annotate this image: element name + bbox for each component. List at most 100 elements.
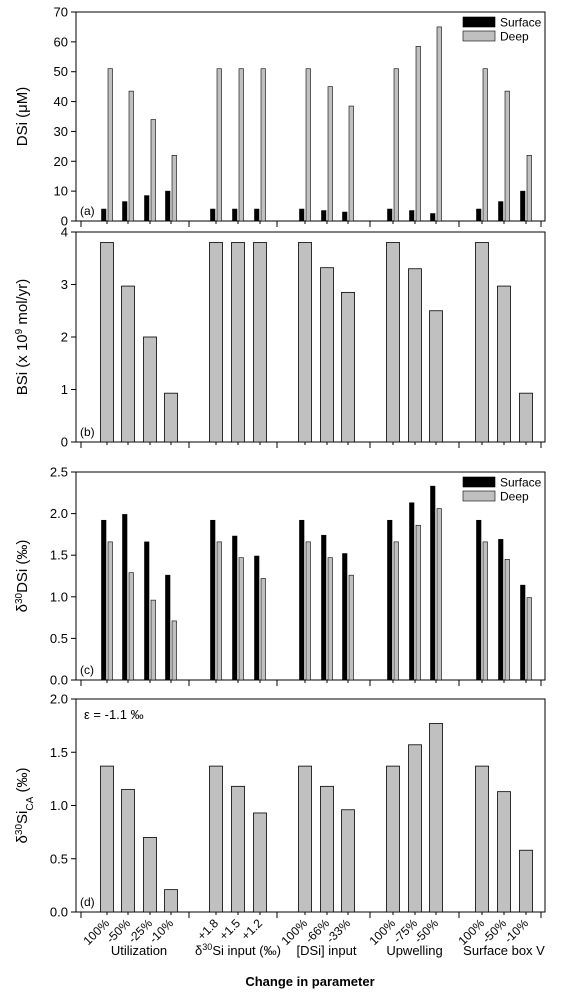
bar-deep-8 [327, 86, 333, 222]
bar-9 [341, 291, 355, 443]
bar-deep-4 [216, 68, 222, 222]
bar-4 [209, 242, 223, 443]
group-label: [DSi] input [297, 943, 357, 958]
bar-8 [320, 785, 334, 913]
bar-deep-8 [327, 557, 333, 681]
bar-deep-10 [393, 68, 399, 222]
bar-deep-1 [128, 90, 134, 222]
y-axis-label: δ30SiCA (‰) [14, 768, 36, 844]
y-tick-label: 1.0 [50, 589, 68, 604]
bar-deep-15 [526, 155, 532, 222]
bar-deep-7 [305, 68, 311, 222]
bar-surface-2 [144, 195, 150, 222]
legend-swatch-surface [462, 476, 496, 488]
y-axis-label: DSi (μM) [14, 87, 31, 147]
legend-label-deep: Deep [500, 490, 529, 504]
bar-deep-12 [436, 26, 442, 222]
bar-2 [143, 336, 157, 443]
bar-13 [475, 242, 489, 443]
bar-deep-6 [260, 578, 266, 681]
y-tick-label: 1.0 [50, 798, 68, 813]
y-tick-label: 2 [61, 330, 68, 345]
y-tick-label: 30 [54, 124, 68, 139]
y-tick-label: 0.5 [50, 851, 68, 866]
bar-3 [164, 392, 178, 443]
y-tick-label: 10 [54, 184, 68, 199]
bar-deep-3 [171, 155, 177, 222]
bar-surface-3 [165, 574, 171, 681]
y-tick-label: 4 [61, 225, 68, 240]
y-tick-label: 50 [54, 64, 68, 79]
y-tick-label: 20 [54, 154, 68, 169]
bar-deep-1 [128, 572, 134, 681]
legend-swatch-deep [462, 490, 496, 502]
y-tick-label: 3 [61, 277, 68, 292]
epsilon-annotation: ε = -1.1 ‰ [84, 707, 144, 722]
bar-4 [209, 765, 223, 913]
y-tick-label: 1 [61, 382, 68, 397]
bar-surface-10 [387, 208, 393, 222]
bar-2 [143, 837, 157, 913]
x-tick-label: -33% [323, 916, 353, 946]
y-tick-label: 2.0 [50, 506, 68, 521]
bar-surface-14 [498, 201, 504, 222]
bar-deep-2 [150, 599, 156, 681]
bar-11 [408, 268, 422, 443]
panel-label: (b) [80, 425, 95, 439]
bar-deep-0 [107, 68, 113, 222]
bar-surface-9 [342, 211, 348, 222]
y-axis-label: δ30DSi (‰) [14, 540, 32, 613]
legend-label-surface: Surface [500, 16, 542, 30]
bar-surface-0 [101, 208, 107, 222]
bar-deep-9 [348, 105, 354, 222]
bar-deep-13 [482, 541, 488, 681]
bar-7 [298, 765, 312, 913]
bar-surface-11 [409, 210, 415, 222]
bar-surface-5 [232, 208, 238, 222]
y-tick-label: 60 [54, 34, 68, 49]
bar-deep-2 [150, 119, 156, 222]
bar-surface-10 [387, 519, 393, 681]
panel-c: 0.0 0.5 1.0 1.5 2.0 2.5 (c) δ30DSi (‰) SurfaceDe… [14, 465, 546, 688]
y-tick-label: 0 [61, 435, 68, 450]
bar-12 [429, 310, 443, 443]
x-tick-label: -50% [479, 916, 509, 946]
bar-13 [475, 765, 489, 913]
bar-deep-5 [238, 68, 244, 222]
group-label: δ30Si input (‰) [195, 942, 281, 958]
group-label: Upwelling [386, 943, 442, 958]
bar-8 [320, 267, 334, 443]
bar-deep-9 [348, 574, 354, 681]
bar-surface-3 [165, 190, 171, 222]
panel-label: (c) [80, 663, 94, 677]
bar-11 [408, 744, 422, 913]
y-tick-label: 0 [61, 214, 68, 229]
bar-deep-15 [526, 597, 532, 681]
panel-label: (d) [80, 895, 95, 909]
bar-deep-14 [504, 559, 510, 681]
bar-5 [231, 242, 245, 443]
bar-surface-1 [122, 201, 128, 222]
panel-label: (a) [80, 204, 95, 218]
bar-surface-12 [430, 485, 436, 681]
bar-deep-6 [260, 68, 266, 222]
bar-surface-4 [210, 208, 216, 222]
bar-15 [519, 849, 533, 913]
bar-surface-11 [409, 502, 415, 681]
y-tick-label: 40 [54, 94, 68, 109]
bar-surface-8 [321, 534, 327, 681]
group-label: Surface box V [463, 943, 545, 958]
bar-surface-15 [520, 190, 526, 222]
group-label: Utilization [111, 943, 167, 958]
bar-deep-14 [504, 90, 510, 222]
bar-deep-5 [238, 557, 244, 681]
bar-surface-6 [254, 208, 260, 222]
bar-surface-7 [299, 208, 305, 222]
y-tick-label: 2.0 [50, 692, 68, 707]
bar-12 [429, 723, 443, 913]
bar-surface-6 [254, 555, 260, 681]
x-tick-label: +1.2 [238, 916, 265, 943]
bar-15 [519, 392, 533, 443]
x-tick-label: +1.8 [194, 916, 221, 943]
